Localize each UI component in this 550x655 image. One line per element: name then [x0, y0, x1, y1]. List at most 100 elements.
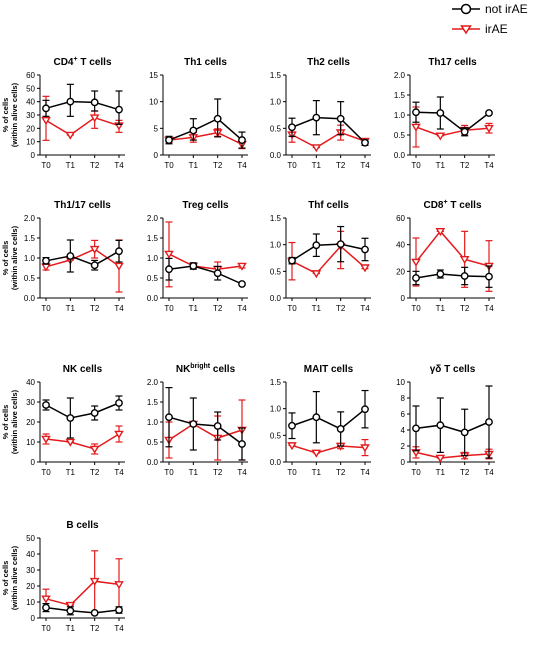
data-point — [238, 440, 246, 448]
x-tick-label: T4 — [484, 161, 494, 170]
series-not-irae — [412, 385, 493, 459]
x-tick-label: T2 — [90, 304, 100, 313]
y-axis-label: (within alive cells) — [10, 225, 19, 290]
y-axis-label: (within alive cells) — [10, 545, 19, 610]
legend-not-irae-marker — [452, 3, 480, 15]
y-axis-label: (within alive cells) — [10, 82, 19, 147]
panel-title: Th2 cells — [307, 57, 350, 68]
x-tick-label: T0 — [411, 161, 421, 170]
y-tick-label: 2.0 — [24, 214, 36, 223]
panel-title: Th1 cells — [184, 57, 227, 68]
panel-title-main: MAIT cells — [304, 364, 354, 375]
x-tick-label: T4 — [237, 161, 247, 170]
y-tick-label: 0.0 — [147, 458, 159, 467]
series-line — [415, 451, 490, 459]
x-tick-label: T2 — [460, 161, 470, 170]
data-point — [360, 444, 370, 453]
x-tick-label: T2 — [90, 624, 100, 633]
y-tick-label: 10 — [26, 598, 35, 607]
x-tick-label: T2 — [213, 468, 223, 477]
legend: not irAE irAE — [452, 2, 528, 36]
panel-6: Treg cells 0.0 0.5 1.0 1.5 2.0 T0 T1 T2 T4 — [147, 200, 248, 313]
data-point — [42, 603, 50, 612]
x-tick-label: T4 — [114, 304, 124, 313]
panel-title: NK cells — [63, 364, 103, 375]
data-point — [287, 442, 297, 451]
y-tick-label: 1.0 — [270, 405, 282, 414]
series-line — [415, 126, 490, 137]
data-point — [336, 114, 345, 123]
legend-irae-label: irAE — [485, 22, 508, 36]
x-tick-label: T0 — [287, 468, 297, 477]
data-point — [311, 270, 322, 279]
panel-title-sup: bright — [190, 363, 210, 370]
y-tick-label: 0.0 — [270, 458, 282, 467]
data-point — [42, 104, 50, 113]
data-point — [361, 138, 369, 147]
x-tick-label: T1 — [312, 468, 322, 477]
series-line — [45, 402, 120, 419]
series-irae — [41, 239, 124, 293]
data-point — [165, 136, 173, 144]
series-line — [168, 416, 243, 445]
series-line — [415, 230, 490, 267]
y-tick-label: 2 — [401, 442, 406, 451]
data-point — [114, 430, 124, 439]
series-line — [45, 250, 120, 267]
panel-title-main: NK cells — [63, 364, 103, 375]
y-tick-label: 1.5 — [394, 91, 406, 100]
data-point — [189, 126, 198, 135]
x-tick-label: T4 — [114, 624, 124, 633]
x-tick-label: T0 — [41, 624, 51, 633]
panel-title-rest: cells — [210, 364, 235, 375]
y-tick-label: 0 — [31, 151, 36, 160]
series-line — [168, 131, 243, 146]
data-point — [460, 272, 469, 280]
y-tick-label: 1.0 — [270, 98, 282, 107]
series-line — [168, 265, 243, 285]
y-tick-label: 0.5 — [270, 431, 282, 440]
x-tick-label: T2 — [213, 304, 223, 313]
series-line — [291, 131, 366, 149]
series-irae — [41, 95, 124, 141]
panel-7: Thf cells 0.0 0.5 1.0 1.5 T0 T1 T2 T4 — [270, 200, 371, 313]
data-point — [412, 108, 420, 117]
y-tick-label: 0.0 — [147, 294, 159, 303]
x-tick-label: T2 — [213, 161, 223, 170]
y-axis-label: (within alive cells) — [10, 389, 19, 454]
x-tick-label: T2 — [336, 304, 346, 313]
panel-12: γδ T cells 0 2 4 6 8 10 T0 T1 T2 T4 — [396, 364, 495, 477]
x-tick-label: T1 — [66, 161, 76, 170]
series-line — [168, 117, 243, 141]
y-tick-label: 30 — [26, 398, 35, 407]
legend-irae-marker — [452, 25, 480, 35]
y-tick-label: 10 — [26, 438, 35, 447]
panel-9: NK cells % of cells (within alive cells) 0 1… — [1, 364, 125, 477]
y-tick-label: 20 — [396, 267, 405, 276]
data-point — [89, 114, 100, 123]
series-irae — [164, 221, 247, 288]
y-tick-label: 4 — [401, 426, 406, 435]
series-not-irae — [288, 389, 369, 447]
data-point — [66, 414, 75, 422]
series-line — [45, 433, 120, 450]
x-tick-label: T4 — [237, 304, 247, 313]
x-tick-label: T1 — [312, 161, 322, 170]
y-tick-label: 0 — [401, 294, 406, 303]
data-point — [42, 256, 50, 265]
panel-13: B cells % of cells (within alive cells) 0 10… — [1, 520, 125, 633]
panel-title-sup: + — [74, 56, 78, 63]
x-tick-label: T0 — [411, 468, 421, 477]
series-not-irae — [288, 225, 369, 265]
panel-title: Treg cells — [182, 200, 229, 211]
data-point — [89, 445, 100, 454]
data-point — [65, 438, 76, 447]
y-tick-label: 1.5 — [270, 71, 282, 80]
panel-title: Th17 cells — [428, 57, 477, 68]
x-tick-label: T4 — [360, 161, 370, 170]
data-point — [90, 608, 99, 617]
data-point — [89, 245, 100, 254]
x-tick-label: T1 — [436, 304, 446, 313]
data-point — [238, 280, 246, 288]
